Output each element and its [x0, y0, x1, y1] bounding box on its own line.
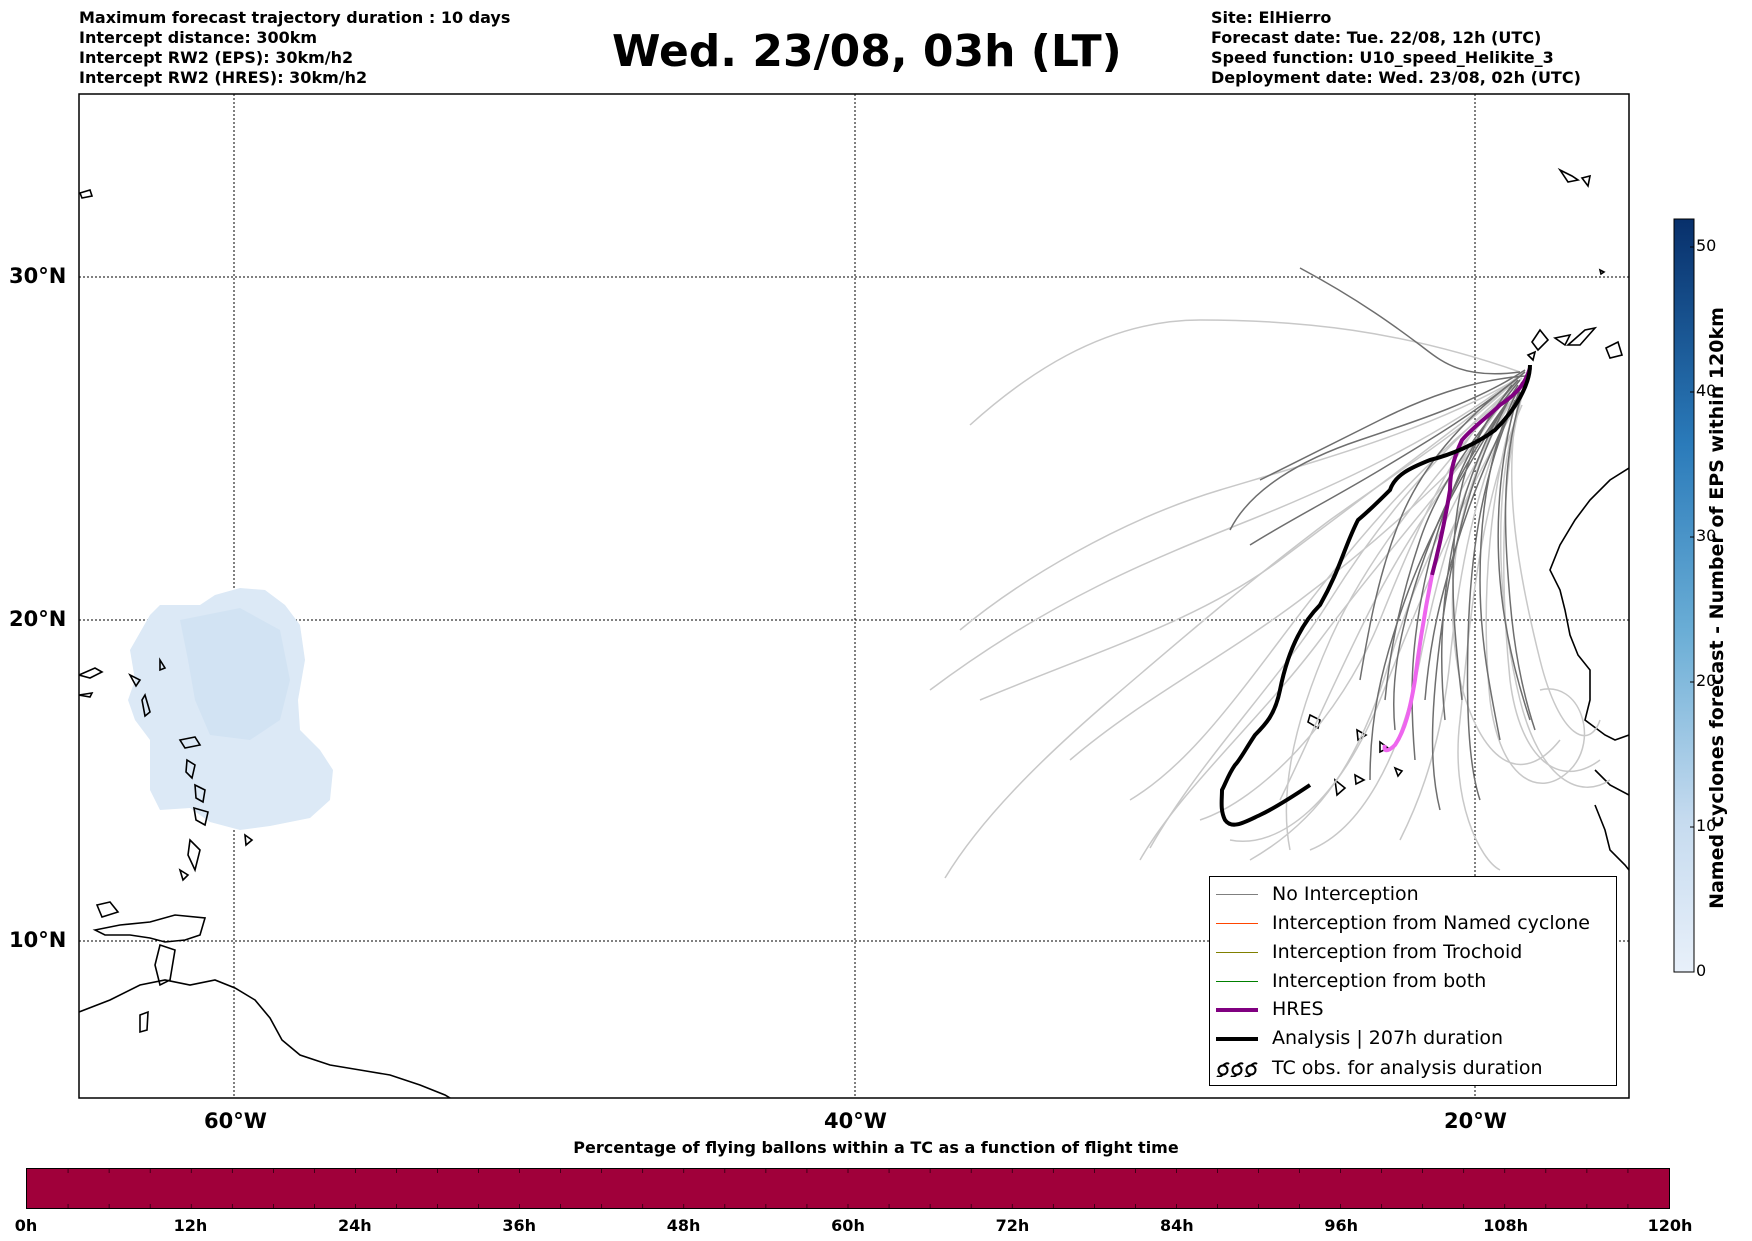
flight-bar-tick-label: 60h [831, 1216, 865, 1235]
legend-item: Analysis | 207h duration [1210, 1025, 1616, 1054]
page-title: Wed. 23/08, 03h (LT) [612, 26, 1122, 77]
flight-bar-tick-label: 108h [1483, 1216, 1528, 1235]
colorbar-tick-label: 40 [1696, 381, 1717, 400]
flight-percentage-bar [26, 1168, 1670, 1209]
legend-item: Interception from Trochoid [1210, 939, 1616, 968]
flight-bar-tick-label: 96h [1324, 1216, 1359, 1235]
analysis-trajectory [1219, 364, 1532, 827]
colorbar-tick-label: 30 [1696, 526, 1717, 545]
colorbar-tick-label: 0 [1696, 961, 1707, 980]
cyclone-symbol-icon [1216, 1062, 1258, 1077]
legend-swatch [1216, 952, 1258, 953]
flight-bar-tick-label: 72h [995, 1216, 1030, 1235]
legend-label: Interception from Named cyclone [1272, 912, 1590, 934]
colorbar-ticks [1690, 246, 1694, 973]
lat-label: 30°N [9, 264, 67, 288]
colorbar-tick-label: 10 [1696, 816, 1717, 835]
legend-item: TC obs. for analysis duration [1210, 1055, 1616, 1084]
flight-bar-tick-label: 48h [666, 1216, 701, 1235]
map-frame [78, 93, 1630, 1099]
legend-label: Interception from Trochoid [1272, 941, 1523, 963]
lat-label: 20°N [9, 607, 67, 631]
header-left-line: Intercept distance: 300km [79, 28, 318, 47]
legend-item: Interception from Named cyclone [1210, 910, 1616, 939]
header-right-line: Site: ElHierro [1211, 8, 1332, 27]
flight-bar-title: Percentage of flying ballons within a TC… [573, 1138, 1179, 1157]
hres-trajectory-tail [1382, 574, 1434, 753]
colorbar-title-text: Named cyclones forecast - Number of EPS … [1706, 307, 1728, 909]
header-left-line: Intercept RW2 (EPS): 30km/h2 [79, 48, 354, 67]
flight-bar-tick-label: 24h [337, 1216, 372, 1235]
legend-label: TC obs. for analysis duration [1272, 1057, 1543, 1079]
cyclone-density-area [128, 588, 333, 830]
legend-item: HRES [1210, 996, 1616, 1025]
lon-label: 60°W [204, 1109, 267, 1133]
flight-bar-tick-label: 84h [1159, 1216, 1194, 1235]
legend-swatch [1216, 1008, 1258, 1012]
legend-swatch [1216, 894, 1258, 895]
flight-bar-tick-label: 0h [14, 1216, 38, 1235]
legend-label: Analysis | 207h duration [1272, 1027, 1504, 1049]
coastlines [79, 167, 1629, 1098]
legend-swatch [1216, 923, 1258, 924]
header-left-line: Maximum forecast trajectory duration : 1… [79, 8, 511, 27]
colorbar-tick-label: 50 [1696, 236, 1717, 255]
flight-bar-tick-label: 36h [502, 1216, 537, 1235]
header-right-info: Site: ElHierro Forecast date: Tue. 22/08… [1211, 8, 1581, 88]
header-left-info: Maximum forecast trajectory duration : 1… [79, 8, 510, 88]
lon-label: 40°W [824, 1109, 887, 1133]
eps-trajectories-dark [1229, 267, 1536, 811]
header-right-line: Speed function: U10_speed_Helikite_3 [1211, 48, 1554, 67]
legend-label: HRES [1272, 998, 1324, 1020]
map-legend: No Interception Interception from Named … [1209, 876, 1617, 1086]
hres-trajectory [1430, 367, 1532, 576]
eps-trajectories-light [929, 319, 1611, 879]
header-right-line: Forecast date: Tue. 22/08, 12h (UTC) [1211, 28, 1542, 47]
colorbar-tick-label: 20 [1696, 671, 1717, 690]
flight-bar-fill [27, 1169, 1669, 1208]
legend-swatch [1216, 1037, 1258, 1041]
flight-bar-tick-label: 120h [1647, 1216, 1693, 1235]
header-right-line: Deployment date: Wed. 23/08, 02h (UTC) [1211, 68, 1581, 87]
legend-item: No Interception [1210, 881, 1616, 910]
legend-item: Interception from both [1210, 968, 1616, 997]
legend-label: No Interception [1272, 883, 1419, 905]
legend-label: Interception from both [1272, 970, 1487, 992]
lat-label: 10°N [9, 928, 67, 952]
lon-label: 20°W [1444, 1109, 1507, 1133]
legend-swatch [1216, 981, 1258, 982]
colorbar [1673, 218, 1695, 973]
header-left-line: Intercept RW2 (HRES): 30km/h2 [79, 68, 368, 87]
flight-bar-tick-label: 12h [173, 1216, 208, 1235]
